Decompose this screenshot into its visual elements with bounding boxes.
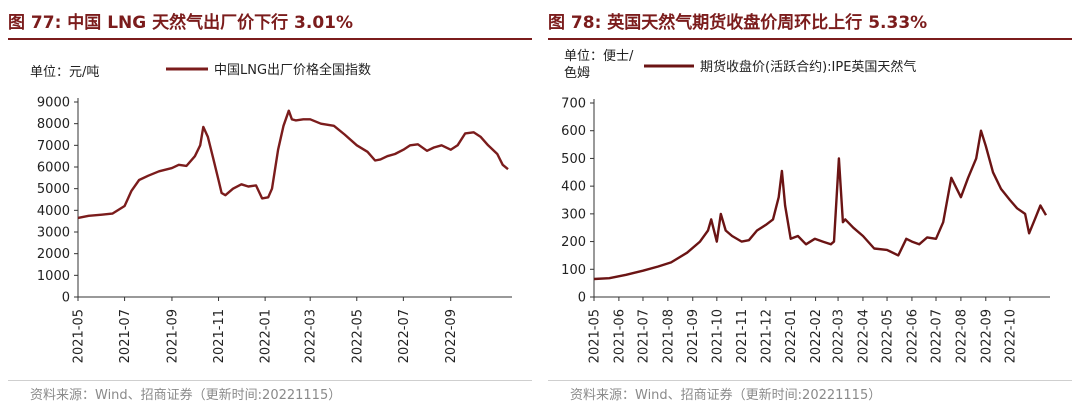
- unit-label: 单位：便士/: [564, 49, 634, 64]
- x-tick-label: 2021-11: [735, 309, 750, 363]
- y-tick-label: 700: [561, 97, 586, 112]
- chart-panel-lng: 图 77: 中国 LNG 天然气出厂价下行 3.01% 单位：元/吨 中国LNG出…: [8, 0, 542, 416]
- x-tick-label: 2022-01: [784, 309, 799, 363]
- x-tick-label: 2022-02: [809, 309, 824, 363]
- x-tick-label: 2021-05: [588, 309, 603, 363]
- x-tick-label: 2022-03: [832, 309, 847, 363]
- x-tick-label: 2021-06: [612, 309, 627, 363]
- unit-label: 单位：元/吨: [30, 65, 99, 80]
- unit-label: 色姆: [564, 65, 590, 81]
- x-tick-label: 2022-06: [905, 309, 920, 363]
- source-divider: [548, 380, 1072, 381]
- source-note: 资料来源：Wind、招商证券（更新时间:20221115）: [30, 388, 342, 403]
- x-tick-label: 2021-07: [636, 309, 651, 363]
- x-tick-label: 2022-04: [856, 309, 871, 363]
- x-tick-label: 2021-11: [212, 309, 227, 363]
- y-tick-label: 500: [561, 152, 586, 167]
- y-tick-label: 6000: [37, 161, 70, 176]
- x-tick-label: 2022-03: [304, 309, 319, 363]
- y-tick-label: 100: [561, 263, 586, 278]
- x-tick-label: 2022-01: [259, 309, 274, 363]
- source-divider: [8, 380, 532, 381]
- x-tick-label: 2022-07: [930, 309, 945, 363]
- x-tick-label: 2021-10: [710, 309, 725, 363]
- y-tick-label: 400: [561, 180, 586, 195]
- y-tick-label: 200: [561, 235, 586, 250]
- source-note: 资料来源：Wind、招商证券（更新时间:20221115）: [570, 388, 882, 403]
- x-tick-label: 2022-10: [1003, 309, 1018, 363]
- x-tick-label: 2022-05: [881, 309, 896, 363]
- x-tick-label: 2022-07: [397, 309, 412, 363]
- line-chart-lng: 单位：元/吨 中国LNG出厂价格全国指数 0 1000 2000 3000 4000 5000…: [30, 62, 512, 363]
- x-tick-label: 2021-09: [686, 309, 701, 363]
- y-tick-label: 0: [62, 291, 70, 306]
- y-tick-label: 3000: [37, 226, 70, 241]
- x-tick-label: 2021-12: [759, 309, 774, 363]
- y-tick-label: 0: [578, 291, 586, 306]
- y-tick-label: 5000: [37, 182, 70, 197]
- y-tick-label: 9000: [37, 96, 70, 111]
- x-tick-label: 2021-08: [661, 309, 676, 363]
- x-tick-label: 2022-08: [954, 309, 969, 363]
- title-divider: [548, 38, 1072, 40]
- legend-label: 期货收盘价(活跃合约):IPE英国天然气: [700, 59, 916, 75]
- x-tick-label: 2022-05: [350, 309, 365, 363]
- series-line: [593, 129, 1048, 281]
- x-tick-label: 2022-09: [444, 309, 459, 363]
- y-tick-label: 2000: [37, 247, 70, 262]
- y-tick-label: 300: [561, 207, 586, 222]
- y-tick-label: 600: [561, 124, 586, 139]
- line-chart-ipe: 单位：便士/色姆 期货收盘价(活跃合约):IPE英国天然气 0 100 200 300 40…: [561, 49, 1050, 363]
- x-tick-label: 2021-09: [165, 309, 180, 363]
- x-tick-label: 2022-09: [979, 309, 994, 363]
- legend-label: 中国LNG出厂价格全国指数: [214, 62, 371, 78]
- series-line: [77, 109, 509, 220]
- chart-panel-ipe: 图 78: 英国天然气期货收盘价周环比上行 5.33% 单位：便士/色姆 期货收盘…: [548, 0, 1080, 416]
- y-tick-label: 1000: [37, 269, 70, 284]
- x-tick-label: 2021-07: [118, 309, 133, 363]
- panel-title: 图 78: 英国天然气期货收盘价周环比上行 5.33%: [548, 13, 928, 33]
- y-tick-label: 7000: [37, 139, 70, 154]
- panel-title: 图 77: 中国 LNG 天然气出厂价下行 3.01%: [8, 13, 354, 33]
- title-divider: [8, 38, 532, 40]
- y-tick-label: 8000: [37, 117, 70, 132]
- y-tick-label: 4000: [37, 204, 70, 219]
- x-tick-label: 2021-05: [72, 309, 87, 363]
